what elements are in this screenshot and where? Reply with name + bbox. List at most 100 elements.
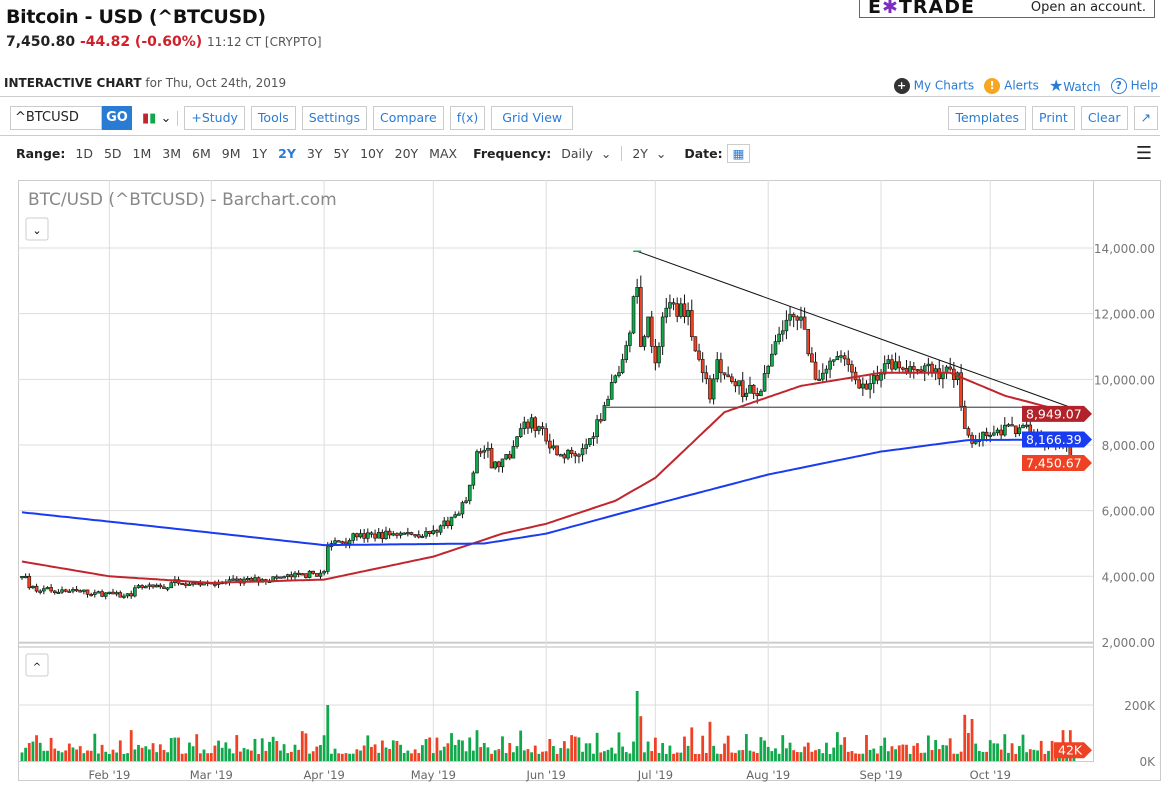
volume-bar [293, 744, 297, 761]
volume-bar [704, 752, 708, 761]
range-option-20y[interactable]: 20Y [394, 146, 419, 161]
study-button[interactable]: +Study [184, 106, 245, 130]
range-option-6m[interactable]: 6M [192, 146, 211, 161]
candle-body [609, 382, 614, 400]
range-option-max[interactable]: MAX [429, 146, 458, 161]
top-links: + My Charts ! Alerts ★Watch ? Help [893, 76, 1158, 95]
tools-button[interactable]: Tools [250, 106, 296, 130]
candle-body [533, 417, 538, 431]
fx-button[interactable]: f(x) [449, 106, 486, 130]
volume-bar [835, 732, 839, 761]
page-title: Bitcoin - USD (^BTCUSD) [6, 6, 266, 28]
volume-bar [431, 753, 435, 761]
candle-body [682, 303, 687, 317]
volume-bar [46, 750, 49, 761]
period-dropdown[interactable]: 2Y ⌄ [621, 146, 666, 161]
candle-body [660, 316, 665, 347]
volume-bar [781, 735, 785, 761]
candle-body [689, 310, 694, 337]
candle-body [373, 533, 377, 539]
volume-bar [603, 751, 606, 761]
candle-body [577, 454, 581, 457]
candle-body [442, 520, 447, 527]
y-tick-label: 14,000.00 [1094, 242, 1155, 256]
range-option-10y[interactable]: 10Y [360, 146, 384, 161]
candle-body [740, 380, 745, 397]
candle-body [708, 378, 712, 400]
range-option-9m[interactable]: 9M [221, 146, 241, 161]
watch-link[interactable]: ★Watch [1048, 76, 1101, 95]
volume-bar [475, 730, 479, 761]
volume-bar [137, 744, 140, 761]
etrade-ad[interactable]: E✱TRADE Open an account. [859, 0, 1155, 18]
range-option-3m[interactable]: 3M [162, 146, 182, 161]
calendar-button[interactable]: ▦ [726, 144, 751, 163]
candle-body [136, 585, 141, 589]
collapse-button[interactable] [25, 217, 49, 241]
collapse-volume-button[interactable] [25, 653, 49, 677]
range-option-1m[interactable]: 1M [132, 146, 152, 161]
templates-button[interactable]: Templates [948, 106, 1027, 130]
moving-average-200-line [21, 438, 1074, 547]
frequency-dropdown[interactable]: Daily ⌄ [561, 146, 612, 161]
volume-bar [817, 749, 821, 761]
candle-body [478, 451, 483, 454]
chart-type-dropdown[interactable]: ▮▮ ⌄ [138, 110, 179, 126]
volume-bar [515, 746, 519, 761]
candle-body [737, 380, 741, 387]
volume-bar [406, 750, 410, 761]
range-option-5d[interactable]: 5D [103, 146, 122, 161]
volume-bar [315, 746, 319, 761]
range-option-1y[interactable]: 1Y [251, 146, 268, 161]
candle-body [456, 513, 461, 516]
volume-bar [690, 727, 694, 761]
candle-body [799, 316, 803, 321]
volume-bar [555, 753, 559, 761]
print-button[interactable]: Print [1032, 106, 1075, 130]
alerts-link[interactable]: ! Alerts [984, 77, 1039, 94]
volume-bar [111, 749, 115, 761]
candle-body [624, 345, 629, 360]
volume-bar [974, 743, 978, 761]
volume-bar [144, 746, 148, 761]
candle-body [941, 372, 945, 379]
candle-body [558, 454, 563, 457]
volume-bar [901, 744, 905, 761]
volume-bar [519, 730, 523, 761]
volume-bar [359, 750, 362, 761]
grid-view-button[interactable]: Grid View [491, 106, 574, 130]
range-option-1d[interactable]: 1D [75, 146, 93, 161]
candle-body [504, 454, 508, 460]
quote-line: 7,450.80 -44.82 (-0.60%) 11:12 CT [CRYPT… [6, 34, 322, 50]
settings-button[interactable]: Settings [301, 106, 367, 130]
price-chart[interactable]: 14,000.00 12,000.00 10,000.00 8,000.00 6,000… [0, 180, 1168, 786]
range-option-2y[interactable]: 2Y [278, 146, 296, 161]
symbol-input[interactable]: ^BTCUSD [10, 106, 102, 130]
volume-bar [457, 739, 461, 761]
candle-body [23, 575, 28, 579]
candle-body [74, 589, 79, 592]
candle-body [82, 589, 86, 592]
help-link[interactable]: ? Help [1110, 77, 1158, 94]
clear-button[interactable]: Clear [1080, 106, 1128, 130]
candle-body [861, 383, 865, 389]
range-option-3y[interactable]: 3Y [306, 146, 323, 161]
volume-bar [446, 743, 450, 761]
volume-bar [679, 752, 683, 761]
volume-bar [941, 744, 945, 761]
range-option-5y[interactable]: 5Y [333, 146, 350, 161]
candle-body [493, 461, 498, 469]
expand-button[interactable]: ↗ [1133, 106, 1158, 130]
volume-bar [501, 736, 504, 761]
go-button[interactable]: GO [102, 106, 132, 130]
volume-bar [930, 750, 934, 761]
open-account-link[interactable]: Open an account. [1030, 0, 1146, 15]
x-tick-label: Aug '19 [746, 768, 790, 782]
hamburger-menu-icon[interactable]: ☰ [1135, 143, 1152, 164]
volume-bar [610, 747, 614, 761]
my-charts-link[interactable]: + My Charts [893, 77, 974, 94]
compare-button[interactable]: Compare [373, 106, 444, 130]
candle-body [482, 449, 487, 453]
candle-body [930, 363, 934, 373]
volume-bar [846, 751, 850, 761]
